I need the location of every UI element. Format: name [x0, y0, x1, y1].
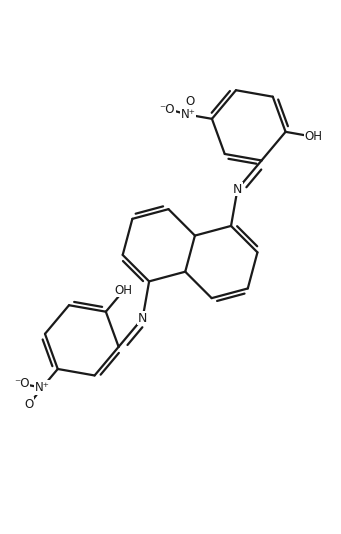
Text: OH: OH [115, 284, 133, 297]
Text: OH: OH [304, 130, 322, 143]
Text: N: N [138, 312, 147, 325]
Text: ⁻O: ⁻O [160, 103, 175, 115]
Text: N: N [233, 183, 242, 195]
Text: O: O [25, 398, 34, 411]
Text: N⁺: N⁺ [35, 381, 49, 394]
Text: O: O [185, 95, 194, 108]
Text: ⁻O: ⁻O [14, 378, 29, 390]
Text: N⁺: N⁺ [181, 108, 195, 121]
